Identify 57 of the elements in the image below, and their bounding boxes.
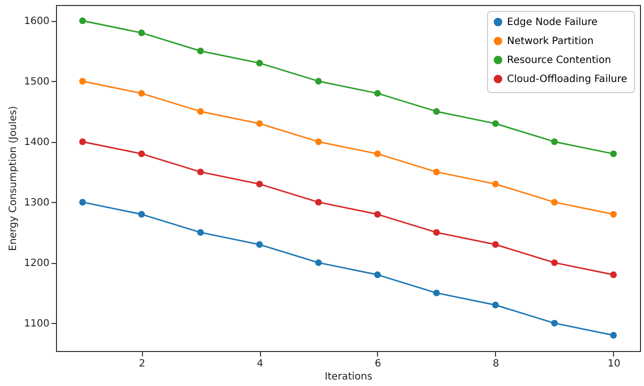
point <box>197 108 204 115</box>
point <box>315 198 322 206</box>
y-tick-label: 1200 <box>24 258 50 270</box>
point <box>610 332 617 339</box>
x-tick-label: 10 <box>608 358 620 370</box>
point <box>79 138 86 146</box>
point <box>374 210 381 218</box>
point <box>610 150 617 158</box>
point <box>551 198 558 206</box>
x-axis-title: Iterations <box>324 372 372 382</box>
point <box>551 138 558 146</box>
point <box>256 241 263 248</box>
point <box>79 78 86 85</box>
point <box>197 48 204 54</box>
point <box>315 259 322 266</box>
point <box>79 17 86 24</box>
y-tick-label: 1300 <box>24 198 50 209</box>
legend-label: Resource Contention <box>507 55 612 66</box>
point <box>374 90 381 97</box>
x-tick-label: 2 <box>138 358 146 370</box>
point <box>551 320 558 327</box>
legend-label: Network Partition <box>507 36 594 47</box>
point <box>492 302 499 308</box>
point <box>492 241 499 248</box>
y-tick-label: 1100 <box>24 318 50 330</box>
point <box>197 229 204 236</box>
point <box>433 108 440 115</box>
point <box>138 210 145 218</box>
point <box>256 120 263 127</box>
point <box>433 290 440 296</box>
point <box>433 168 440 176</box>
point <box>492 120 499 127</box>
x-tick-label: 6 <box>374 358 382 370</box>
x-tick-label: 8 <box>492 358 500 370</box>
point <box>315 138 322 146</box>
point <box>256 60 263 66</box>
point <box>492 180 499 188</box>
y-tick-label: 1400 <box>24 137 50 148</box>
point <box>433 229 440 236</box>
point <box>138 29 145 36</box>
point <box>374 271 381 278</box>
y-tick-label: 1600 <box>24 16 50 28</box>
point <box>79 198 86 206</box>
point <box>610 210 617 218</box>
x-tick-label: 4 <box>256 358 264 370</box>
point <box>256 180 263 188</box>
point <box>551 259 558 266</box>
point <box>197 168 204 176</box>
point <box>315 78 322 85</box>
point <box>138 90 145 97</box>
point <box>138 150 145 158</box>
point <box>610 271 617 278</box>
legend-label: Cloud-Offloading Failure <box>507 74 628 85</box>
y-axis-title: Energy Consumption (Joules) <box>8 106 20 251</box>
legend-label: Edge Node Failure <box>507 17 598 28</box>
y-tick-label: 1500 <box>24 76 50 88</box>
point <box>374 150 381 158</box>
